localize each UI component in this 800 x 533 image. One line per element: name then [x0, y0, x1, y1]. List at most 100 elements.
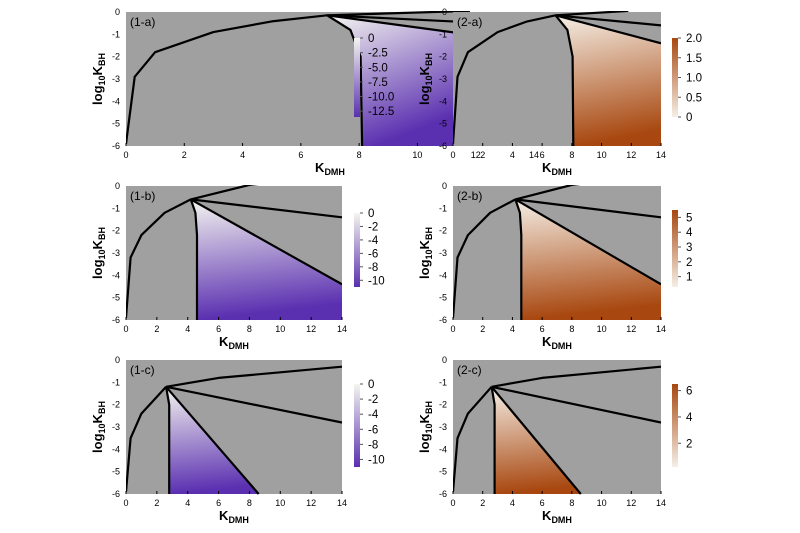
heat-region	[555, 15, 661, 146]
colorbar	[354, 38, 360, 117]
x-tick-label: 6	[540, 150, 545, 160]
y-tick-label: -2	[112, 400, 120, 410]
y-tick-label: -5	[112, 293, 120, 303]
x-tick-label: 12	[306, 498, 316, 508]
colorbar-tick-label: 5	[686, 212, 692, 224]
y-tick-label: -4	[439, 270, 447, 280]
y-tick-label: -4	[112, 444, 120, 454]
boundary-line-4	[554, 14, 575, 147]
boundary-line-1	[491, 365, 661, 388]
x-tick-label: 8	[569, 150, 574, 160]
colorbar	[672, 210, 678, 287]
colorbar	[672, 384, 678, 467]
boundary-line-0	[453, 198, 516, 318]
panel-label: (1-a)	[130, 15, 155, 29]
y-tick-label: -1	[439, 203, 447, 213]
colorbar-tick-label: 1	[686, 272, 692, 284]
x-tick-label: 6	[216, 498, 221, 508]
y-tick-label: -3	[112, 74, 120, 84]
boundary-line-0	[453, 14, 556, 144]
y-tick-label: -3	[112, 422, 120, 432]
boundary-line-3	[514, 198, 661, 286]
y-tick-label: -4	[112, 96, 120, 106]
y-tick-label: 0	[442, 355, 447, 365]
boundary-line-0	[126, 198, 192, 318]
boundary-line-0	[126, 14, 328, 144]
boundary-line-2	[190, 198, 342, 219]
y-tick-label: -1	[112, 377, 120, 387]
x-tick-label: 12	[471, 150, 481, 160]
x-tick-label: 0	[450, 498, 455, 508]
boundary-line-2	[165, 385, 342, 424]
x-tick-label: 14	[656, 498, 666, 508]
colorbar-tick-label: -2.5	[368, 48, 388, 60]
colorbar-tick-label: 0	[368, 208, 374, 220]
y-tick-label: -6	[439, 489, 447, 499]
colorbar	[354, 213, 360, 287]
panel-label: (2-b)	[457, 189, 482, 203]
colorbar-tick-label: 6	[686, 386, 692, 398]
x-axis-label: KDMH	[315, 160, 345, 177]
x-tick-label: 2	[154, 498, 159, 508]
y-axis-label: log10KBH	[90, 53, 107, 105]
boundary-line-4	[189, 199, 199, 320]
boundary-line-4	[490, 386, 496, 494]
x-tick-label: 8	[247, 324, 252, 334]
x-tick-label: 14	[656, 150, 666, 160]
x-tick-label: 10	[597, 324, 607, 334]
y-axis-label: log10KBH	[417, 227, 434, 279]
colorbar-tick-label: -10	[368, 454, 385, 466]
y-axis-label: log10KBH	[90, 227, 107, 279]
panel-label: (2-c)	[457, 363, 482, 377]
x-tick-label: 4	[510, 150, 515, 160]
x-tick-label: 12	[626, 498, 636, 508]
y-tick-label: -3	[439, 248, 447, 258]
y-tick-label: -5	[439, 293, 447, 303]
boundary-line-1	[515, 185, 581, 201]
colorbar-tick-label: -4	[368, 409, 379, 421]
y-tick-label: -4	[439, 96, 447, 106]
x-axis-label: KDMH	[219, 334, 249, 351]
y-axis-label: log10KBH	[417, 401, 434, 453]
heat-region	[515, 199, 661, 320]
panel-label: (1-c)	[130, 363, 155, 377]
y-tick-label: -6	[439, 315, 447, 325]
y-tick-label: -1	[439, 377, 447, 387]
x-tick-label: 10	[275, 498, 285, 508]
x-tick-label: 4	[185, 498, 190, 508]
colorbar-tick-label: -12.5	[368, 106, 394, 118]
y-tick-label: -5	[439, 119, 447, 129]
x-tick-label: 0	[123, 498, 128, 508]
y-tick-label: -5	[112, 119, 120, 129]
y-tick-label: -6	[112, 141, 120, 151]
colorbar-tick-label: 0	[368, 379, 374, 391]
x-axis-label: KDMH	[542, 160, 572, 177]
y-tick-label: -4	[439, 444, 447, 454]
y-tick-label: -2	[439, 226, 447, 236]
colorbar-tick-label: -6	[368, 248, 378, 260]
y-tick-label: 0	[442, 181, 447, 191]
boundary-line-1	[327, 11, 470, 17]
colorbar	[354, 384, 360, 467]
x-axis-label: KDMH	[542, 508, 572, 525]
x-tick-label: 12	[626, 150, 636, 160]
colorbar-tick-label: 4	[686, 227, 693, 239]
colorbar-tick-label: -2	[368, 221, 378, 233]
boundary-line-3	[490, 386, 582, 495]
y-tick-label: 0	[115, 355, 120, 365]
y-tick-label: -2	[439, 52, 447, 62]
boundary-line-0	[453, 386, 493, 492]
y-tick-label: -2	[112, 226, 120, 236]
x-tick-label: 6	[540, 324, 545, 334]
boundary-line-2	[491, 385, 661, 424]
boundary-line-1	[165, 365, 342, 388]
colorbar-tick-label: 2.0	[686, 33, 702, 45]
x-tick-label: 0	[123, 324, 128, 334]
x-tick-label: 6	[216, 324, 221, 334]
colorbar-tick-label: -8	[368, 439, 378, 451]
boundary-line-3	[165, 386, 260, 495]
colorbar-tick-label: 0	[686, 112, 692, 124]
x-tick-label: 14	[337, 324, 347, 334]
boundary-line-2	[555, 14, 661, 27]
y-tick-label: -3	[439, 74, 447, 84]
